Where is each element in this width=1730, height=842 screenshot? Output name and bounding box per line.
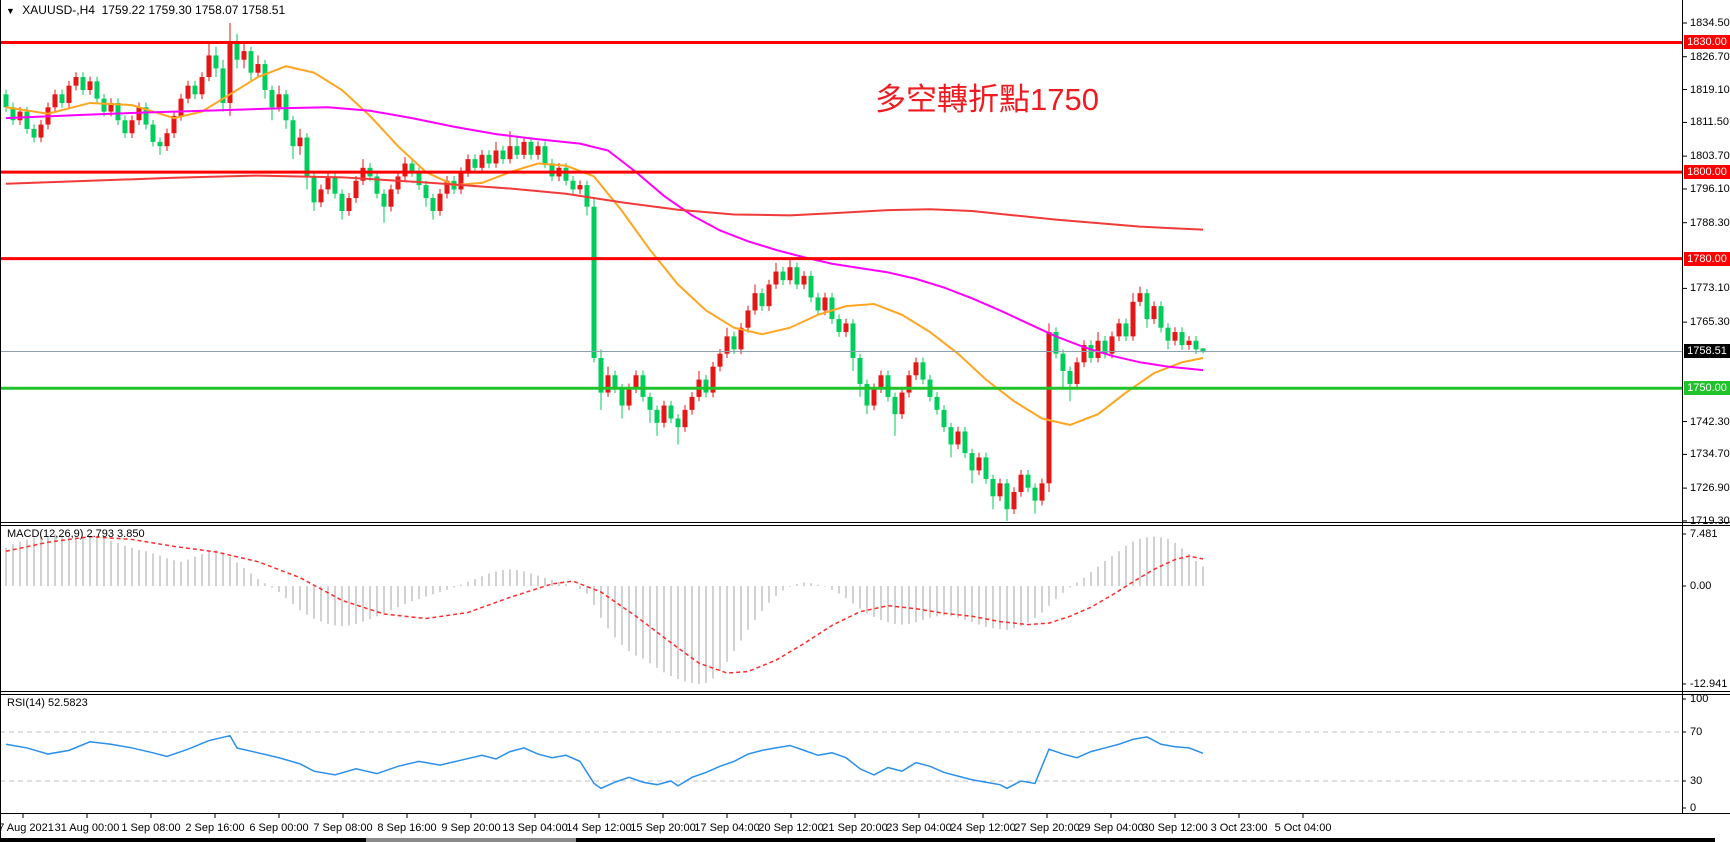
rsi-axis-label: 100: [1690, 693, 1709, 705]
rsi-axis-label: 30: [1690, 775, 1703, 787]
symbol-period-label: XAUUSD-,H4: [22, 3, 95, 17]
price-axis-label: 1826.70: [1690, 50, 1730, 63]
time-axis-label: 21 Sep 20:00: [822, 822, 888, 834]
scrollbar-track-gap[interactable]: [366, 838, 576, 842]
price-axis-label: 1834.50: [1690, 17, 1730, 29]
macd-label: MACD(12,26,9) 2.793 3.850: [7, 528, 145, 540]
price-axis-label: 1742.30: [1690, 415, 1730, 428]
macd-axis-label: 0.00: [1690, 580, 1712, 592]
time-axis-label: 24 Sep 12:00: [950, 822, 1016, 834]
time-axis-label: 29 Sep 04:00: [1078, 822, 1144, 834]
ohlc-values: 1759.22 1759.30 1758.07 1758.51: [101, 3, 286, 17]
price-axis-label: 1726.90: [1690, 482, 1730, 495]
price-axis-label: 1788.30: [1690, 216, 1730, 229]
price-axis-label: 1811.50: [1690, 116, 1729, 129]
time-axis-label: 27 Aug 2021: [0, 822, 54, 834]
price-axis-label: 1819.10: [1690, 83, 1730, 96]
time-axis-label: 15 Sep 20:00: [630, 822, 696, 834]
price-axis-badge: 1830.00: [1684, 35, 1730, 50]
time-axis-label: 23 Sep 04:00: [886, 822, 952, 834]
time-axis-label: 7 Sep 08:00: [313, 822, 373, 834]
time-axis-label: 27 Sep 20:00: [1014, 822, 1080, 834]
chart-title: ▼ XAUUSD-,H4 1759.22 1759.30 1758.07 175…: [6, 3, 285, 17]
time-axis-label: 30 Sep 12:00: [1142, 822, 1208, 834]
rsi-axis-label: 70: [1690, 726, 1703, 738]
time-axis-label: 5 Oct 04:00: [1274, 822, 1332, 834]
price-axis-label: 1734.70: [1690, 448, 1730, 461]
time-axis-label: 1 Sep 08:00: [121, 822, 181, 834]
horizontal-scrollbar[interactable]: [0, 838, 1715, 842]
price-axis-badge: 1758.51: [1684, 344, 1730, 359]
rsi-axis-label: 0: [1690, 802, 1697, 814]
time-axis-label: 17 Sep 04:00: [694, 822, 760, 834]
price-axis-label: 1773.10: [1690, 282, 1730, 295]
time-axis-label: 13 Sep 04:00: [502, 822, 568, 834]
price-axis-label: 1765.30: [1690, 316, 1730, 329]
dropdown-triangle-icon[interactable]: ▼: [6, 6, 15, 16]
macd-axis-label: -12.941: [1690, 677, 1728, 690]
time-axis-label: 6 Sep 00:00: [249, 822, 309, 834]
time-axis-label: 14 Sep 12:00: [566, 822, 632, 834]
annotation-text: 多空轉折點1750: [875, 82, 1099, 117]
price-axis-label: 1796.10: [1690, 182, 1730, 195]
price-axis-label: 1803.70: [1690, 150, 1730, 163]
price-axis-label: 1719.30: [1690, 514, 1730, 527]
time-axis-label: 2 Sep 16:00: [185, 822, 245, 834]
rsi-label: RSI(14) 52.5823: [7, 697, 88, 709]
time-axis-label: 3 Oct 23:00: [1210, 822, 1268, 834]
price-axis-badge: 1800.00: [1684, 165, 1730, 180]
time-axis-label: 8 Sep 16:00: [377, 822, 437, 834]
price-axis-badge: 1780.00: [1684, 251, 1730, 266]
macd-axis-label: 7.481: [1690, 528, 1718, 540]
time-axis-label: 31 Aug 00:00: [54, 822, 120, 834]
time-axis-label: 9 Sep 20:00: [441, 822, 501, 834]
time-axis-label: 20 Sep 12:00: [758, 822, 824, 834]
price-axis-badge: 1750.00: [1684, 381, 1730, 396]
